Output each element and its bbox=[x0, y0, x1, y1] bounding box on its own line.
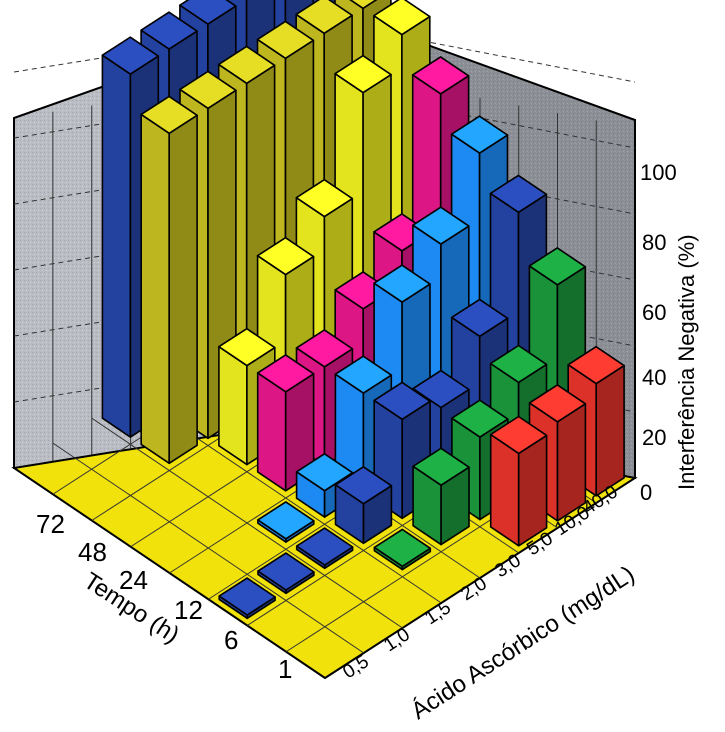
z-axis-ticks: 0 20 40 60 80 100 bbox=[640, 160, 677, 505]
z-tick-label: 0 bbox=[640, 480, 652, 505]
bar-face-top bbox=[334, 355, 393, 394]
bar-face-top bbox=[256, 236, 315, 276]
bar-face-top bbox=[450, 115, 509, 154]
bar-face-top bbox=[373, 381, 431, 421]
bar-face-top bbox=[295, 452, 354, 492]
bar-face-top bbox=[295, 178, 354, 218]
y-tick-label: 1 bbox=[278, 654, 292, 684]
bar-face-top bbox=[256, 354, 315, 393]
bar-face-top bbox=[567, 345, 625, 385]
bar bbox=[256, 354, 315, 492]
bar-face-top bbox=[179, 0, 237, 25]
bar-face-top bbox=[140, 95, 198, 135]
bar bbox=[334, 465, 393, 545]
z-tick-label: 80 bbox=[642, 230, 666, 255]
bar-face-top bbox=[411, 56, 470, 95]
bar-face-top bbox=[334, 54, 392, 94]
bar-face-top bbox=[489, 344, 548, 384]
bar-face-top bbox=[218, 327, 276, 367]
bar-face-top bbox=[140, 11, 198, 50]
bar-face-top bbox=[373, 264, 431, 303]
bar bbox=[412, 447, 470, 546]
z-tick-label: 20 bbox=[642, 425, 666, 450]
bar-face-left bbox=[218, 345, 248, 466]
bar-face-top bbox=[412, 206, 470, 245]
bar-face-top bbox=[489, 415, 548, 455]
bar bbox=[295, 527, 354, 570]
bar bbox=[489, 415, 548, 547]
y-axis-ticks: 72 48 24 12 6 1 bbox=[36, 509, 292, 684]
bar-face-top bbox=[451, 399, 509, 438]
bar-face-top bbox=[295, 527, 354, 566]
bar-face-left bbox=[140, 113, 170, 465]
bar-face-top bbox=[373, 528, 432, 568]
bar-face-top bbox=[179, 70, 237, 110]
bar bbox=[140, 95, 198, 465]
y-tick-label: 6 bbox=[224, 625, 238, 655]
bar bbox=[257, 501, 315, 543]
bar-face-top bbox=[450, 298, 509, 338]
bar-face-top bbox=[256, 20, 315, 60]
bar-face-right bbox=[595, 364, 625, 497]
bar-face-top bbox=[528, 384, 587, 423]
bar-face-top bbox=[334, 465, 393, 505]
z-tick-label: 100 bbox=[640, 160, 677, 185]
bar-face-top bbox=[295, 329, 354, 368]
bar-face-top bbox=[489, 174, 548, 214]
bar-face-left bbox=[101, 54, 132, 438]
z-tick-label: 40 bbox=[642, 365, 666, 390]
bar-face-top bbox=[101, 36, 160, 75]
bar-face-top bbox=[257, 501, 315, 540]
y-tick-label: 12 bbox=[174, 595, 203, 625]
bar-face-top bbox=[373, 0, 431, 36]
bar bbox=[373, 528, 432, 571]
bar-face-top bbox=[349, 0, 378, 10]
wall-grid-line bbox=[324, 21, 636, 83]
bar-face-top bbox=[295, 0, 353, 35]
y-tick-label: 72 bbox=[36, 509, 65, 539]
bar-face-top bbox=[218, 577, 276, 616]
bar bbox=[218, 577, 276, 620]
bar-face-top bbox=[257, 552, 315, 591]
bar-face-left bbox=[256, 372, 287, 492]
bar bbox=[257, 552, 315, 595]
bar-face-top bbox=[528, 247, 587, 286]
y-tick-label: 48 bbox=[78, 537, 107, 567]
y-tick-label: 24 bbox=[119, 565, 148, 595]
bar-face-right bbox=[168, 114, 198, 465]
bar-face-top bbox=[412, 369, 470, 409]
bar-face-top bbox=[217, 45, 276, 85]
bar-face-top bbox=[412, 447, 470, 487]
z-tick-label: 60 bbox=[642, 300, 666, 325]
z-axis-label: Interferência Negativa (%) bbox=[674, 234, 699, 490]
bars bbox=[101, 0, 625, 620]
